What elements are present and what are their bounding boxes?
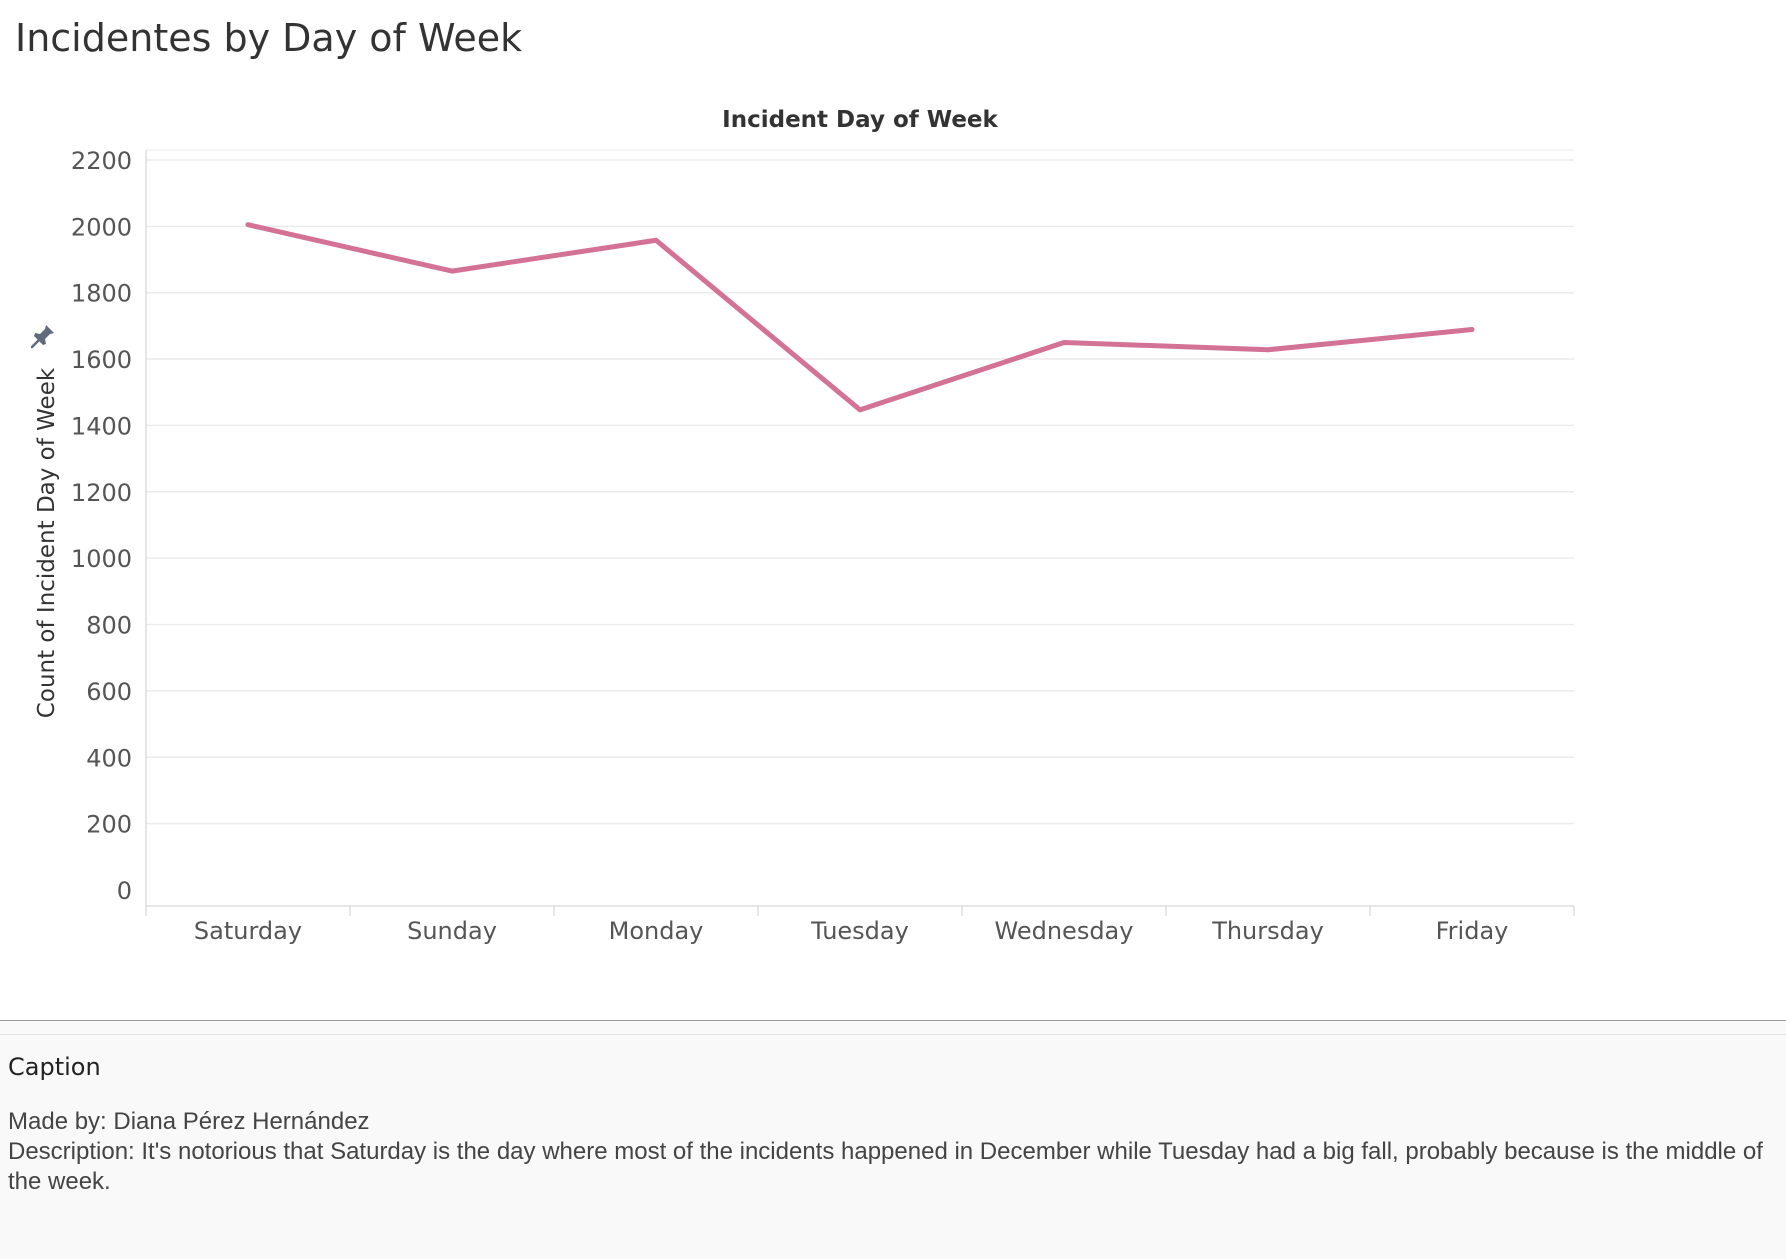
data-point-sunday[interactable] [445,264,459,278]
caption-panel: Caption Made by: Diana Pérez Hernández D… [0,1020,1786,1259]
sheet-title: Incidentes by Day of Week [15,16,523,60]
caption-description: Description: It's notorious that Saturda… [8,1138,1763,1195]
y-axis-ticks: 0 200 400 600 800 1000 1200 1400 1600 1800 2000 220… [71,147,132,905]
data-point-saturday[interactable] [241,218,255,232]
line-chart[interactable]: Incident Day of Week Count of Incident D… [0,0,1786,1010]
caption-body: Made by: Diana Pérez Hernández Descripti… [8,1107,1778,1197]
y-tick-label-0: 0 [117,877,132,905]
caption-made-by: Made by: Diana Pérez Hernández [8,1108,370,1135]
data-point-tuesday[interactable] [853,403,867,417]
x-tick-label-wednesday: Wednesday [995,917,1134,945]
y-tick-label-600: 600 [86,678,132,706]
chart-title: Incident Day of Week [722,107,998,133]
data-point-thursday[interactable] [1261,343,1275,357]
y-tick-label-1800: 1800 [71,280,132,308]
y-tick-label-2000: 2000 [71,213,132,241]
y-tick-label-1600: 1600 [71,346,132,374]
x-axis: Saturday Sunday Monday Tuesday Wednesday Thur… [145,150,1575,945]
y-tick-label-2200: 2200 [71,147,132,175]
data-point-friday[interactable] [1465,323,1479,337]
x-tick-label-monday: Monday [609,917,704,945]
x-tick-label-friday: Friday [1436,917,1509,945]
x-tick-label-sunday: Sunday [407,917,497,945]
y-tick-label-1000: 1000 [71,545,132,573]
x-tick-label-tuesday: Tuesday [810,917,909,945]
series-line[interactable] [245,222,1475,413]
pin-icon[interactable] [29,322,57,350]
x-tick-label-thursday: Thursday [1211,917,1324,945]
y-axis-title: Count of Incident Day of Week [34,367,60,718]
y-tick-label-200: 200 [86,811,132,839]
data-point-monday[interactable] [649,233,663,247]
y-tick-label-800: 800 [86,612,132,640]
data-point-wednesday[interactable] [1057,335,1071,349]
gridlines [146,149,1574,825]
series-incidents[interactable] [241,218,1479,417]
y-tick-label-1400: 1400 [71,412,132,440]
y-tick-label-400: 400 [86,744,132,772]
caption-label: Caption [8,1053,101,1081]
y-tick-label-1200: 1200 [71,479,132,507]
x-tick-label-saturday: Saturday [194,917,302,945]
